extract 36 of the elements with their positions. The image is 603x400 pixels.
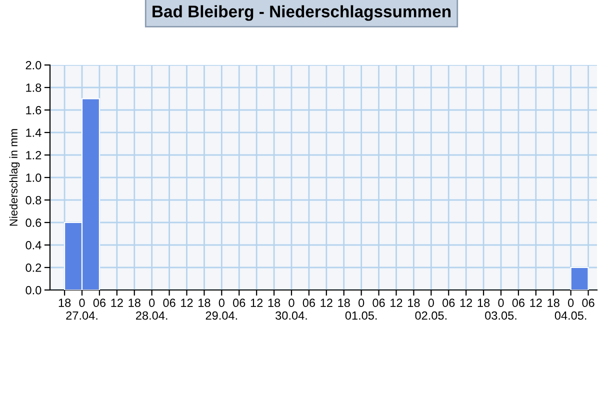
y-tick-label: 0.2	[26, 264, 42, 272]
x-tick-label: 18	[478, 298, 490, 308]
x-tick-label: 18	[268, 298, 280, 308]
x-tick-label: 06	[163, 298, 176, 308]
x-tick-label: 12	[460, 298, 472, 307]
x-tick-label: 06	[93, 298, 106, 308]
x-tick-label: 18	[548, 298, 560, 308]
x-tick-label: 18	[408, 298, 420, 308]
x-tick-label: 18	[198, 298, 210, 308]
x-tick-label: 18	[58, 298, 71, 308]
y-tick-label: 2.0	[26, 61, 42, 70]
chart-title: Bad Bleiberg - Niederschlagssummen	[152, 5, 451, 21]
y-axis-title: Niederschlag in mm	[9, 129, 20, 226]
y-tick-label: 0.8	[26, 196, 42, 204]
y-tick-label: 1.4	[26, 128, 42, 137]
y-tick-label: 0.6	[26, 218, 42, 227]
x-tick-label: 06	[512, 298, 524, 308]
x-tick-label: 12	[530, 298, 542, 307]
x-tick-label: 06	[582, 298, 594, 308]
y-tick-label: 0.4	[26, 241, 42, 250]
x-tick-label: 12	[250, 298, 263, 307]
x-tick-label: 12	[181, 298, 193, 307]
y-tick-label: 1.2	[26, 151, 42, 160]
y-tick-label: 1.8	[26, 84, 42, 92]
x-tick-label: 18	[128, 298, 140, 308]
x-tick-label: 12	[320, 298, 332, 307]
x-tick-label: 18	[338, 298, 350, 308]
y-tick-label: 0.0	[26, 286, 42, 294]
x-tick-label: 06	[302, 298, 315, 308]
x-tick-label: 06	[233, 298, 246, 308]
y-tick-label: 1.6	[26, 106, 42, 114]
x-tick-label: 12	[111, 298, 123, 307]
y-tick-label: 1.0	[26, 174, 42, 182]
x-tick-label: 12	[390, 298, 402, 307]
x-tick-label: 06	[372, 298, 385, 308]
x-tick-label: 06	[442, 298, 455, 308]
